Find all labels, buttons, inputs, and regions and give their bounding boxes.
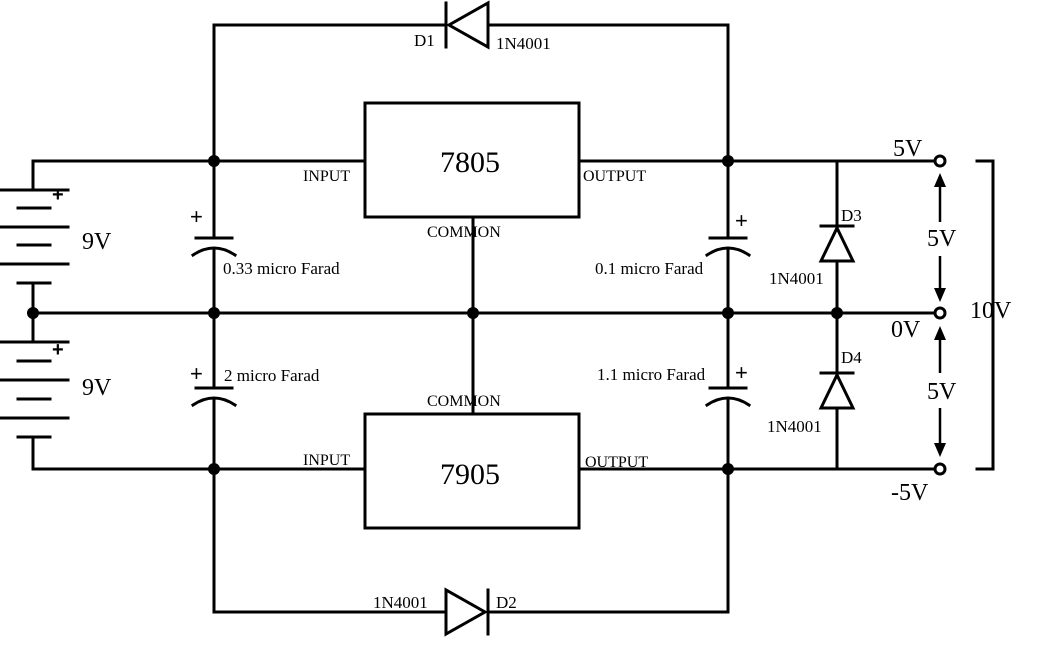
diode-d3-ref: D3 xyxy=(841,206,862,225)
total-span-label: 10V xyxy=(970,298,1012,324)
diode-d4: D4 1N4001 xyxy=(767,348,862,436)
capacitor-0-1uf-value: 0.1 micro Farad xyxy=(595,259,704,278)
diode-d1: D1 1N4001 xyxy=(414,0,551,53)
lower-span-label: 5V xyxy=(927,379,957,405)
regulator-7905-name: 7905 xyxy=(440,458,500,491)
capacitor-1-1uf: + 1.1 micro Farad xyxy=(597,360,752,408)
diode-d1-part: 1N4001 xyxy=(496,34,551,53)
battery-top: + 9V xyxy=(0,184,112,285)
diode-d3-part: 1N4001 xyxy=(769,269,824,288)
capacitor-0-1uf: + 0.1 micro Farad xyxy=(595,208,752,278)
diode-d4-part: 1N4001 xyxy=(767,417,822,436)
capacitor-0-33uf-value: 0.33 micro Farad xyxy=(223,259,340,278)
regulator-7805-input-label: INPUT xyxy=(303,168,350,185)
junction-dots xyxy=(27,155,843,475)
regulator-7905-common-label: COMMON xyxy=(427,393,501,410)
regulator-7805-name: 7805 xyxy=(440,146,500,179)
regulator-7805-common-label: COMMON xyxy=(427,224,501,241)
diode-d1-ref: D1 xyxy=(414,31,435,50)
diode-d3: D3 1N4001 xyxy=(769,206,862,288)
capacitor-1-1uf-value: 1.1 micro Farad xyxy=(597,365,706,384)
diode-d2: 1N4001 D2 xyxy=(373,587,517,637)
battery-bottom-plus: + xyxy=(52,339,64,361)
regulator-7905-input-label: INPUT xyxy=(303,452,350,469)
terminal-ground xyxy=(933,306,947,320)
output-positive-label: 5V xyxy=(893,136,923,162)
regulator-7805: 7805 INPUT OUTPUT COMMON xyxy=(303,101,646,241)
capacitor-2uf-value: 2 micro Farad xyxy=(224,366,320,385)
battery-top-voltage: 9V xyxy=(82,229,112,255)
output-terminals: 5V 0V -5V xyxy=(891,136,947,506)
battery-bottom: + 9V xyxy=(0,339,112,439)
capacitor-2uf: + 2 micro Farad xyxy=(190,361,320,408)
diode-d2-ref: D2 xyxy=(496,593,517,612)
terminal-negative xyxy=(933,462,947,476)
diode-d2-part: 1N4001 xyxy=(373,593,428,612)
battery-top-plus: + xyxy=(52,184,64,206)
diode-d4-ref: D4 xyxy=(841,348,862,367)
voltage-arrows: 5V 5V 10V xyxy=(927,173,1012,457)
terminal-positive xyxy=(933,154,947,168)
capacitor-1-1uf-plus: + xyxy=(735,360,748,385)
battery-bottom-voltage: 9V xyxy=(82,375,112,401)
capacitor-0-1uf-plus: + xyxy=(735,208,748,233)
output-ground-label: 0V xyxy=(891,317,921,343)
regulator-7905: 7905 INPUT OUTPUT COMMON xyxy=(303,393,648,530)
output-negative-label: -5V xyxy=(891,480,929,506)
regulator-7905-output-label: OUTPUT xyxy=(585,454,648,471)
wiring xyxy=(31,23,995,614)
capacitor-2uf-plus: + xyxy=(190,361,203,386)
capacitor-0-33uf-plus: + xyxy=(190,204,203,229)
regulator-7805-output-label: OUTPUT xyxy=(583,168,646,185)
capacitor-0-33uf: + 0.33 micro Farad xyxy=(190,204,340,278)
upper-span-label: 5V xyxy=(927,226,957,252)
